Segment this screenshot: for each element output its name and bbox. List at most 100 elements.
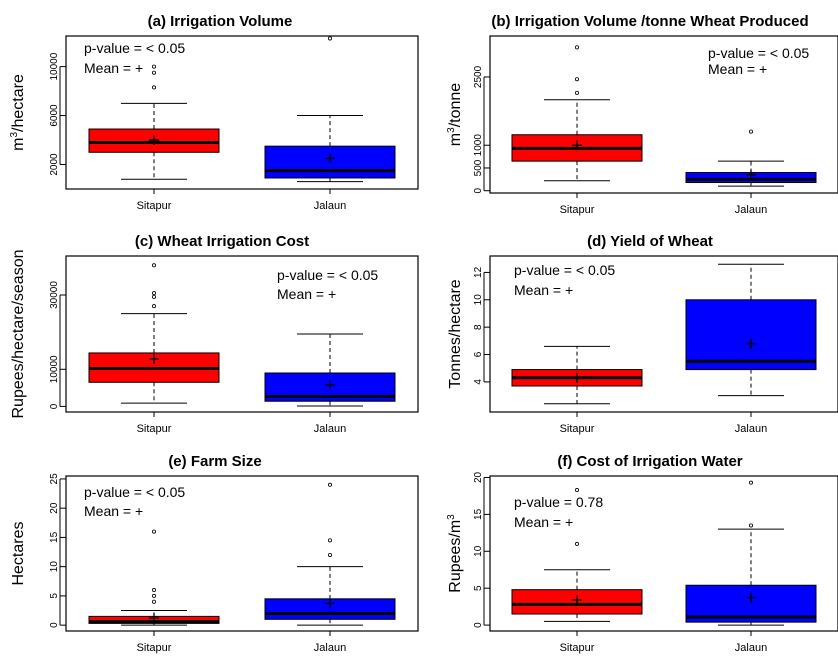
x-category-label: Jalaun [314, 200, 346, 212]
y-axis-label-main: Rupees/hectare/season [10, 250, 27, 419]
y-axis-label-main: m [10, 138, 27, 151]
y-tick-label: 10000 [49, 52, 60, 80]
outlier-point [327, 552, 332, 557]
y-tick-label: 10 [49, 561, 60, 573]
x-category-label: Sitapur [560, 423, 595, 435]
outlier-point [151, 294, 156, 299]
y-axis-label-superscript: 3 [9, 132, 20, 138]
mean-marker [325, 598, 335, 609]
panel-title: (a) Irrigation Volume [148, 13, 293, 30]
mean-marker [572, 595, 582, 605]
outlier-point [151, 588, 156, 593]
iqr-box [511, 589, 643, 615]
y-tick-label: 5 [473, 585, 484, 591]
y-tick-label: 4 [473, 379, 484, 385]
plot-frame [65, 475, 419, 632]
outlier-point [151, 529, 156, 534]
outlier-point [327, 36, 332, 41]
y-tick-label: 6 [473, 351, 484, 357]
y-tick-label: 10000 [49, 355, 60, 383]
panel-title: (d) Yield of Wheat [587, 233, 713, 250]
panel-e: (e) Farm Size Hectares 0 5 10 15 20 25 Sitapur Ja… [10, 453, 419, 654]
plot-frame [489, 475, 838, 632]
outlier-point [151, 304, 156, 309]
mean-marker [325, 153, 335, 164]
panel-title: (b) Irrigation Volume /tonne Wheat Produ… [491, 13, 808, 30]
mean-marker [149, 135, 159, 146]
outlier-point [327, 538, 332, 543]
p-value-annotation: p-value = < 0.05 [514, 262, 615, 278]
x-category-label: Sitapur [137, 642, 172, 654]
y-tick-label: 2000 [49, 153, 60, 176]
mean-legend-annotation: Mean = + [84, 503, 143, 519]
y-tick-label: 0 [49, 622, 60, 628]
box-sitapur [511, 488, 643, 622]
p-value-annotation: p-value = < 0.05 [277, 267, 378, 283]
y-tick-label: 30000 [49, 281, 60, 309]
plot-frame [489, 255, 838, 413]
y-tick-label: 12 [473, 266, 484, 278]
p-value-annotation: p-value = 0.78 [514, 494, 603, 510]
x-category-label: Sitapur [560, 204, 595, 216]
outlier-point [327, 482, 332, 487]
plot-frame [65, 35, 419, 190]
y-axis-label-superscript: 3 [446, 514, 457, 520]
y-tick-label: 10 [473, 294, 484, 306]
y-axis-label: Rupees/m3 [446, 514, 464, 593]
mean-marker [572, 372, 582, 383]
box-jalaun [264, 333, 396, 407]
y-axis-label-rest: /hectare [10, 74, 27, 132]
mean-marker [149, 613, 159, 624]
x-category-label: Jalaun [314, 642, 346, 654]
mean-marker [746, 592, 756, 603]
y-axis-label-main: Rupees/m [447, 520, 464, 593]
y-tick-label: 20 [49, 502, 60, 514]
mean-legend-annotation: Mean = + [514, 282, 573, 298]
y-tick-label: 6000 [49, 104, 60, 127]
mean-marker [572, 140, 582, 151]
y-tick-label: 25 [49, 473, 60, 485]
box-jalaun [264, 482, 396, 626]
mean-marker [149, 353, 159, 364]
y-axis-label-main: m [447, 133, 464, 146]
mean-marker [746, 169, 756, 180]
mean-legend-annotation: Mean = + [84, 60, 143, 76]
panel-title: (e) Farm Size [168, 453, 261, 470]
y-tick-label: 0 [473, 188, 484, 194]
y-tick-label: 15 [473, 508, 484, 520]
y-tick-label: 5 [49, 593, 60, 599]
box-jalaun [685, 129, 817, 187]
y-axis-label: m3/tonne [446, 83, 464, 146]
plot-frame [65, 255, 419, 413]
box-jalaun [264, 36, 396, 183]
outlier-point [151, 593, 156, 598]
outlier-point [151, 291, 156, 296]
y-tick-label: 0 [49, 403, 60, 409]
outlier-point [151, 64, 156, 69]
p-value-annotation: p-value = < 0.05 [708, 45, 809, 61]
x-category-label: Sitapur [137, 200, 172, 212]
outlier-point [575, 77, 580, 82]
panel-b: (b) Irrigation Volume /tonne Wheat Produ… [446, 13, 838, 216]
outlier-point [575, 90, 580, 95]
mean-legend-annotation: Mean = + [514, 514, 573, 530]
y-axis-label-main: Tonnes/hectare [447, 279, 464, 389]
p-value-annotation: p-value = < 0.05 [84, 484, 185, 500]
plot-frame [489, 35, 838, 194]
box-sitapur [88, 263, 220, 404]
box-jalaun [685, 480, 817, 626]
y-tick-label: 10 [473, 545, 484, 557]
y-tick-label: 1000 [473, 134, 484, 157]
box-sitapur [88, 64, 220, 180]
x-category-label: Jalaun [735, 642, 767, 654]
y-axis-label-superscript: 3 [446, 127, 457, 133]
panel-d: (d) Yield of Wheat Tonnes/hectare 4 6 8 10 12 S… [447, 233, 838, 435]
x-category-label: Sitapur [560, 642, 595, 654]
panel-f: (f) Cost of Irrigation Water Rupees/m3 0 5 1… [446, 453, 838, 654]
x-category-label: Jalaun [735, 204, 767, 216]
y-tick-label: 20 [473, 471, 484, 483]
y-axis-label-main: Hectares [10, 521, 27, 585]
x-category-label: Jalaun [314, 423, 346, 435]
y-axis-label: Rupees/hectare/season [10, 250, 27, 419]
panel-a: (a) Irrigation Volume m3/hectare 2000 6000 1… [9, 13, 419, 212]
